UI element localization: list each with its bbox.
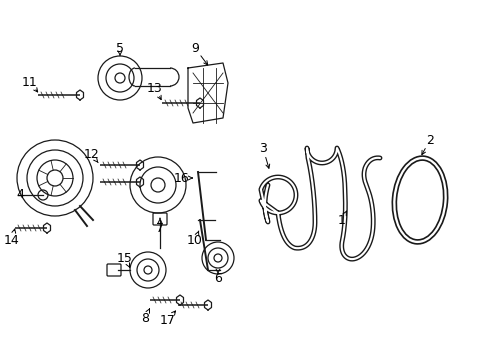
Text: 12: 12 (84, 148, 100, 162)
Text: 16: 16 (174, 171, 189, 184)
FancyBboxPatch shape (153, 213, 167, 225)
Text: 8: 8 (141, 311, 149, 324)
Text: 7: 7 (156, 221, 163, 234)
FancyBboxPatch shape (107, 264, 121, 276)
Text: 6: 6 (214, 271, 222, 284)
Text: 4: 4 (16, 189, 24, 202)
Text: 17: 17 (160, 314, 176, 327)
Text: 2: 2 (425, 134, 433, 147)
Text: 13: 13 (147, 81, 163, 94)
Text: 14: 14 (4, 234, 20, 247)
Text: 5: 5 (116, 41, 124, 54)
Text: 10: 10 (187, 234, 203, 247)
Text: 9: 9 (191, 41, 199, 54)
Text: 3: 3 (259, 141, 266, 154)
Text: 15: 15 (117, 252, 133, 265)
Text: 1: 1 (337, 213, 345, 226)
Text: 11: 11 (22, 76, 38, 89)
